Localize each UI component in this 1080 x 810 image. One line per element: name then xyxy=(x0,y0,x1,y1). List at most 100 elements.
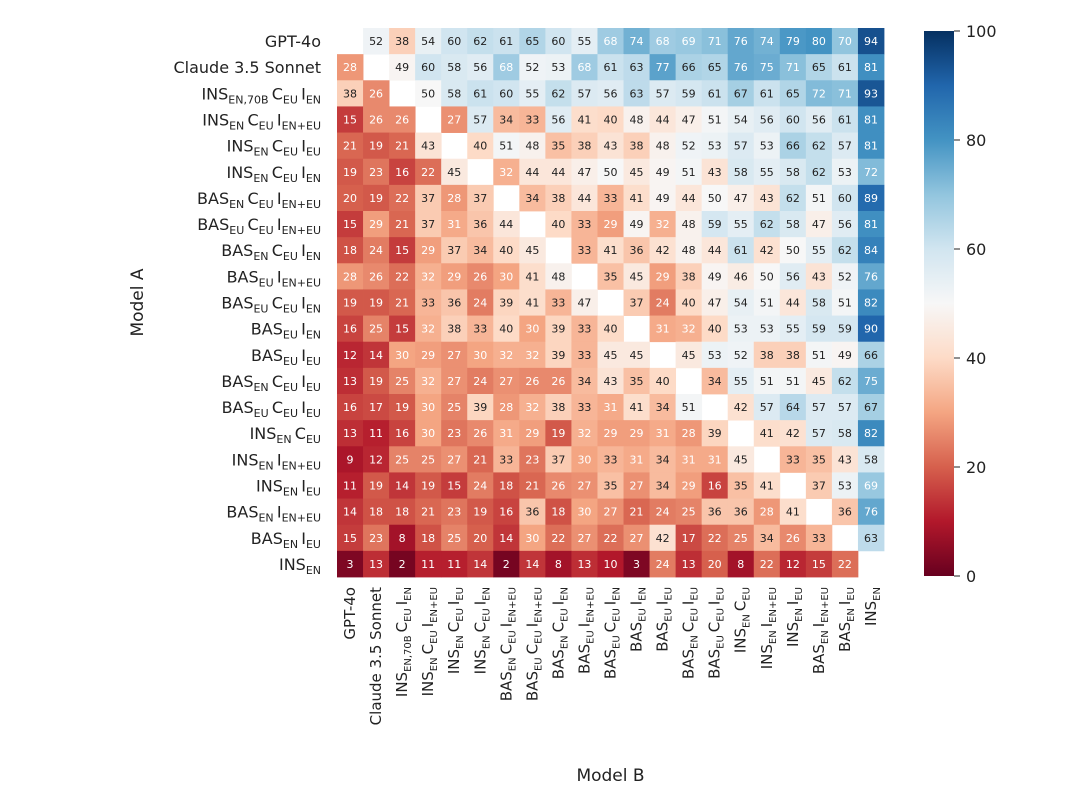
heatmap-cell xyxy=(753,315,781,343)
cell-value-label: 33 xyxy=(577,218,591,231)
heatmap-cell xyxy=(675,498,703,526)
cell-value-label: 74 xyxy=(760,35,774,48)
cell-value-label: 19 xyxy=(395,401,409,414)
cell-value-label: 43 xyxy=(708,166,722,179)
heatmap-cell xyxy=(779,263,807,290)
heatmap-cell xyxy=(493,158,520,186)
heatmap-cell xyxy=(389,420,416,447)
cell-value-label: 41 xyxy=(786,506,800,519)
heatmap-cell xyxy=(701,263,729,290)
heatmap-cell xyxy=(415,420,442,447)
heatmap-cell xyxy=(545,263,572,290)
heatmap-cell xyxy=(337,550,364,578)
heatmap-cell xyxy=(545,211,572,238)
cell-value-label: 18 xyxy=(395,506,409,519)
y-tick-label: INSEN IEU xyxy=(256,477,321,499)
cell-value-label: 16 xyxy=(395,166,409,179)
heatmap-cell xyxy=(831,341,859,369)
cell-value-label: 76 xyxy=(734,61,748,74)
heatmap-cell xyxy=(441,315,468,343)
y-tick-label: BASEU IEN xyxy=(251,320,321,342)
heatmap-cell xyxy=(779,524,807,552)
cell-value-label: 52 xyxy=(525,61,539,74)
cell-value-label: 53 xyxy=(760,323,774,336)
cell-value-label: 27 xyxy=(447,453,461,466)
cell-value-label: 38 xyxy=(682,270,696,283)
cell-value-label: 59 xyxy=(812,323,826,336)
heatmap-cell xyxy=(571,54,598,81)
cell-value-label: 71 xyxy=(786,61,800,74)
cell-value-label: 21 xyxy=(630,506,644,519)
cell-value-label: 50 xyxy=(604,166,618,179)
heatmap-cell xyxy=(649,420,677,447)
cell-value-label: 29 xyxy=(604,427,618,440)
heatmap-cell xyxy=(363,184,390,212)
cell-value-label: 81 xyxy=(864,218,878,231)
cell-value-label: 16 xyxy=(499,506,513,519)
heatmap-cell xyxy=(649,263,677,290)
heatmap-cell xyxy=(779,80,807,107)
heatmap-cell xyxy=(597,80,624,107)
heatmap-cell xyxy=(519,550,546,578)
cell-value-label: 51 xyxy=(838,297,852,310)
heatmap-cell xyxy=(753,158,781,186)
heatmap-cell xyxy=(805,446,833,473)
cell-value-label: 22 xyxy=(551,532,565,545)
heatmap-cell xyxy=(441,80,468,107)
cell-value-label: 30 xyxy=(473,349,487,362)
heatmap-cell xyxy=(389,289,416,316)
cell-value-label: 59 xyxy=(838,323,852,336)
cell-value-label: 40 xyxy=(551,218,565,231)
cell-value-label: 50 xyxy=(786,244,800,257)
cell-value-label: 56 xyxy=(786,270,800,283)
cell-value-label: 44 xyxy=(525,166,539,179)
heatmap-cell xyxy=(467,132,494,160)
cell-value-label: 37 xyxy=(473,192,487,205)
heatmap-cell xyxy=(337,420,364,447)
heatmap-cell xyxy=(675,524,703,552)
heatmap-cell xyxy=(519,237,546,264)
cell-value-label: 8 xyxy=(737,558,744,571)
heatmap-cell xyxy=(493,28,520,55)
cell-value-label: 51 xyxy=(760,375,774,388)
heatmap-cell xyxy=(727,472,755,499)
cell-value-label: 38 xyxy=(577,140,591,153)
cell-value-label: 20 xyxy=(708,558,722,571)
heatmap-cell xyxy=(571,289,598,316)
heatmap-cell xyxy=(467,394,494,421)
x-tick-label: BASEU IEN+EU xyxy=(575,587,596,674)
cell-value-label: 26 xyxy=(369,87,383,100)
cell-value-label: 58 xyxy=(447,87,461,100)
cell-value-label: 65 xyxy=(786,87,800,100)
heatmap-cell xyxy=(649,237,677,264)
cell-value-label: 33 xyxy=(525,114,539,127)
heatmap-cell xyxy=(753,132,781,160)
heatmap-cell xyxy=(649,367,677,395)
cell-value-label: 48 xyxy=(682,244,696,257)
heatmap-cell xyxy=(805,263,833,290)
heatmap-cell xyxy=(675,54,703,81)
heatmap-cell xyxy=(675,289,703,316)
x-tick-label: BASEU CEU IEN+EU xyxy=(523,587,544,701)
cell-value-label: 25 xyxy=(734,532,748,545)
heatmap-cell xyxy=(701,289,729,316)
heatmap-cell xyxy=(857,263,885,290)
heatmap-cell xyxy=(441,237,468,264)
heatmap-cell xyxy=(493,80,520,107)
heatmap-cell xyxy=(389,472,416,499)
heatmap-cell xyxy=(415,158,442,186)
cell-value-label: 57 xyxy=(577,87,591,100)
cell-value-label: 19 xyxy=(343,166,357,179)
cell-value-label: 45 xyxy=(447,166,461,179)
heatmap-cell xyxy=(597,367,624,395)
cell-value-label: 39 xyxy=(551,323,565,336)
cell-value-label: 21 xyxy=(343,140,357,153)
cell-value-label: 2 xyxy=(399,558,406,571)
cell-value-label: 54 xyxy=(734,114,748,127)
heatmap-cell xyxy=(467,80,494,107)
cell-value-label: 51 xyxy=(812,192,826,205)
heatmap-cell xyxy=(493,524,520,552)
heatmap-cell xyxy=(337,498,364,526)
heatmap-cell xyxy=(753,498,781,526)
x-tick-label: Claude 3.5 Sonnet xyxy=(367,587,385,725)
